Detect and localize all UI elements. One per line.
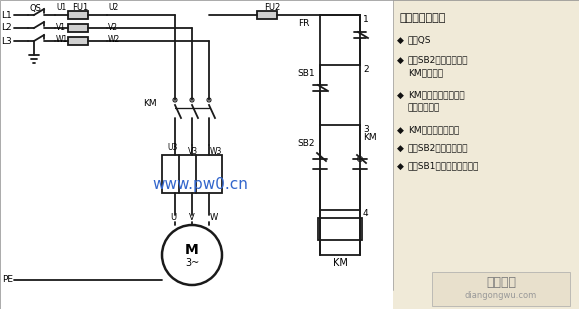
Text: PE: PE [2,276,13,285]
Bar [0,0,393,309]
Text: FU1: FU1 [72,2,88,11]
Text: 按下SB1电路失电电机停转: 按下SB1电路失电电机停转 [408,162,479,171]
Text: ◆: ◆ [397,91,404,99]
Text: KM: KM [332,258,347,268]
Text: W2: W2 [108,36,120,44]
Text: W1: W1 [56,36,68,44]
Text: 按下SB2控制电路闭合: 按下SB2控制电路闭合 [408,56,468,65]
Text: FR: FR [298,19,309,28]
Text: 2: 2 [363,65,369,74]
Text: diangongwu.com: diangongwu.com [465,291,537,300]
Text: KM辅触点闭合自锁: KM辅触点闭合自锁 [408,125,459,134]
Bar [68,24,88,32]
Text: V1: V1 [56,23,66,32]
Bar [393,0,579,309]
Text: QS: QS [29,3,41,12]
Text: M: M [185,243,199,257]
Text: V2: V2 [108,23,118,32]
Text: U1: U1 [56,3,66,12]
Bar [68,37,88,45]
Text: ◆: ◆ [397,143,404,153]
Text: KM: KM [363,133,376,142]
Text: ◆: ◆ [397,162,404,171]
Text: SB2: SB2 [297,138,314,147]
Text: KM线圈得电: KM线圈得电 [408,69,443,78]
Text: 3: 3 [363,125,369,133]
Text: 电工之屋: 电工之屋 [486,277,516,290]
Text: W: W [210,214,218,222]
Text: www.pw0.cn: www.pw0.cn [152,177,248,193]
Text: U: U [170,214,176,222]
Text: 工作流程分析：: 工作流程分析： [400,13,446,23]
Text: ◆: ◆ [397,125,404,134]
Text: KM主触点闭合主线路: KM主触点闭合主线路 [408,91,464,99]
Text: KM: KM [143,99,157,108]
Text: 1: 1 [363,15,369,23]
Bar [162,155,222,193]
Text: V3: V3 [188,146,198,155]
Bar [318,218,362,240]
Text: V: V [189,214,195,222]
Text: U2: U2 [108,3,118,12]
Bar [432,272,570,306]
Text: 4: 4 [363,210,369,218]
Text: U3: U3 [167,143,177,153]
Text: 闭合QS: 闭合QS [408,36,431,44]
Text: L1: L1 [1,11,12,19]
Text: W3: W3 [210,147,222,156]
Text: ◆: ◆ [397,36,404,44]
Text: L2: L2 [1,23,12,32]
Text: ◆: ◆ [397,56,404,65]
Text: 松开SB2电机保持转动: 松开SB2电机保持转动 [408,143,468,153]
Bar [257,11,277,19]
Text: 接通电机启动: 接通电机启动 [408,104,440,112]
Bar [68,11,88,19]
Text: L3: L3 [1,36,12,45]
Text: FU2: FU2 [264,2,280,11]
Text: 3~: 3~ [185,258,199,268]
Circle shape [162,225,222,285]
Text: SB1: SB1 [297,69,314,78]
